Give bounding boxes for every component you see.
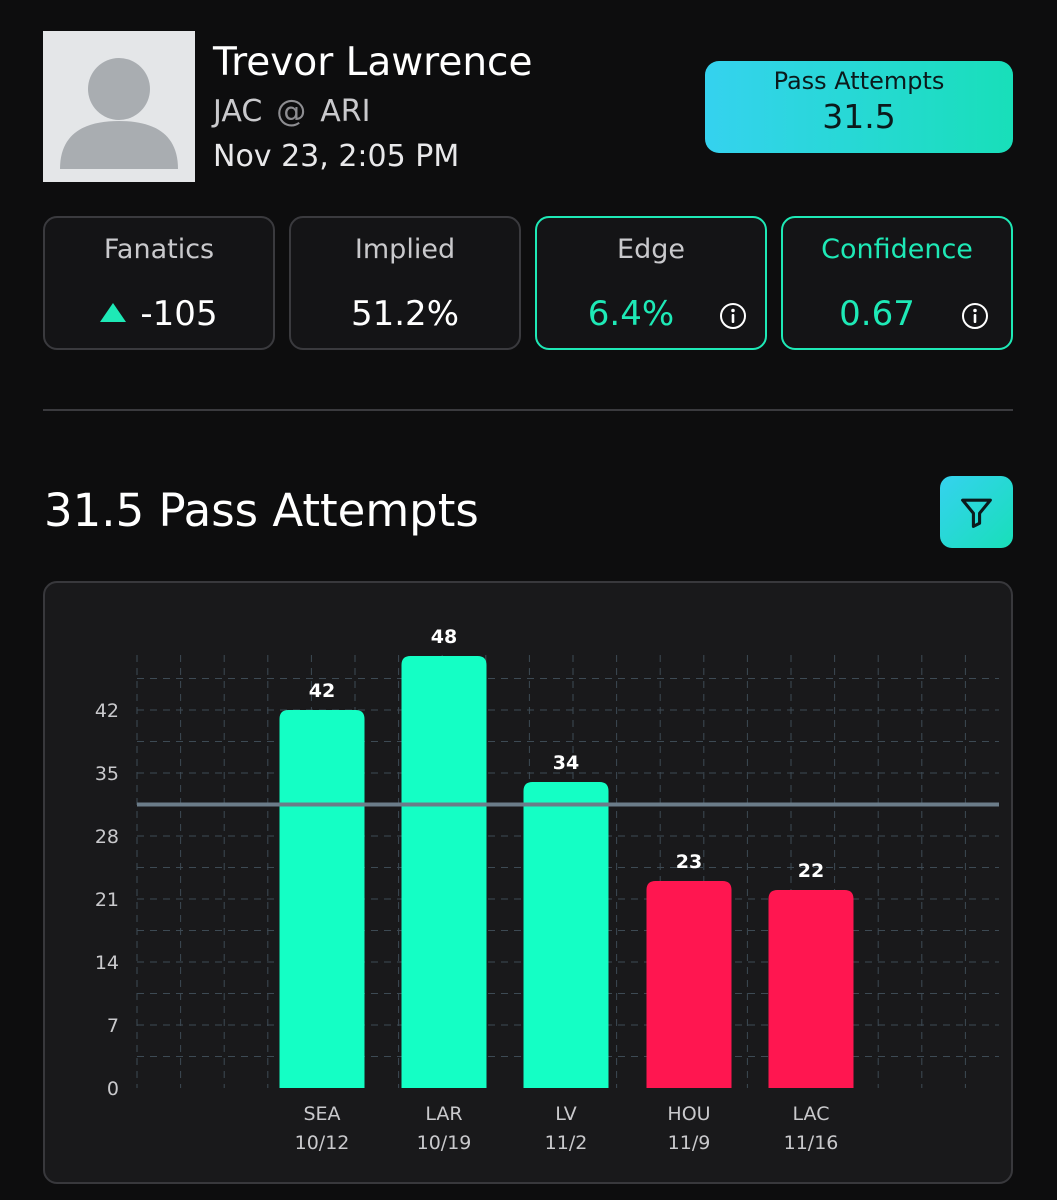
info-icon[interactable] <box>719 302 747 330</box>
filter-button[interactable] <box>940 476 1013 548</box>
x-tick-label-team: HOU <box>667 1103 710 1125</box>
y-tick-label: 35 <box>95 763 119 785</box>
info-icon[interactable] <box>961 302 989 330</box>
y-tick-label: 0 <box>107 1078 119 1100</box>
player-avatar <box>43 31 195 182</box>
x-tick-label-date: 11/9 <box>668 1132 711 1154</box>
opponent-abbr: ARI <box>320 94 371 129</box>
prop-label: Pass Attempts <box>773 67 945 95</box>
edge-value: 6.4% <box>587 294 675 334</box>
x-tick-label-date: 11/16 <box>784 1132 839 1154</box>
bar-lac <box>768 890 854 1088</box>
fanatics-card: Fanatics -105 <box>43 216 275 350</box>
bar-value-label: 22 <box>798 860 824 882</box>
person-silhouette-icon <box>60 58 178 169</box>
y-tick-label: 28 <box>95 826 119 848</box>
bar-chart: 0 7 14 21 28 35 42 42 SEA 10/12 48 LAR 10/19 34 LV 11/2… <box>95 626 999 1154</box>
player-name: Trevor Lawrence <box>213 40 533 85</box>
bar-value-label: 34 <box>553 752 579 774</box>
bar-hou <box>646 881 732 1088</box>
implied-value: 51.2% <box>350 294 459 334</box>
bar-sea <box>279 710 365 1088</box>
team-abbr: JAC <box>213 94 263 129</box>
x-tick-label-date: 10/19 <box>417 1132 472 1154</box>
edge-card: Edge 6.4% <box>535 216 767 350</box>
x-tick-label-team: LAC <box>793 1103 830 1125</box>
y-tick-label: 42 <box>95 700 119 722</box>
x-tick-label-team: LV <box>555 1103 577 1125</box>
bar-lar <box>401 656 487 1088</box>
confidence-card: Confidence 0.67 <box>781 216 1013 350</box>
fanatics-label: Fanatics <box>103 234 215 265</box>
prop-line-chip[interactable]: Pass Attempts 31.5 <box>705 61 1013 153</box>
implied-label: Implied <box>354 234 456 265</box>
y-tick-label: 7 <box>107 1015 119 1037</box>
edge-label: Edge <box>617 234 685 265</box>
bar-value-label: 48 <box>431 626 457 648</box>
at-symbol: @ <box>276 94 307 129</box>
triangle-up-icon <box>100 303 127 322</box>
section-divider <box>43 409 1013 411</box>
x-tick-label-date: 10/12 <box>295 1132 350 1154</box>
prop-line-value: 31.5 <box>822 97 896 136</box>
matchup: JAC @ ARI <box>213 94 370 129</box>
confidence-value: 0.67 <box>839 294 915 334</box>
x-tick-label-team: SEA <box>303 1103 340 1125</box>
section-title: 31.5 Pass Attempts <box>44 484 479 537</box>
fanatics-odds-value: -105 <box>140 294 218 334</box>
filter-funnel-icon <box>961 498 992 528</box>
confidence-label: Confidence <box>821 234 973 265</box>
game-time: Nov 23, 2:05 PM <box>213 139 460 174</box>
chart-panel: 0 7 14 21 28 35 42 42 SEA 10/12 48 LAR 10/19 34 LV 11/2… <box>43 581 1013 1184</box>
y-tick-label: 21 <box>95 889 119 911</box>
bar-value-label: 42 <box>309 680 335 702</box>
bar-lv <box>523 782 609 1088</box>
fanatics-odds: -105 <box>45 294 273 334</box>
x-tick-label-team: LAR <box>425 1103 462 1125</box>
x-tick-label-date: 11/2 <box>545 1132 588 1154</box>
y-tick-label: 14 <box>95 952 119 974</box>
implied-card: Implied 51.2% <box>289 216 521 350</box>
bar-value-label: 23 <box>676 851 702 873</box>
